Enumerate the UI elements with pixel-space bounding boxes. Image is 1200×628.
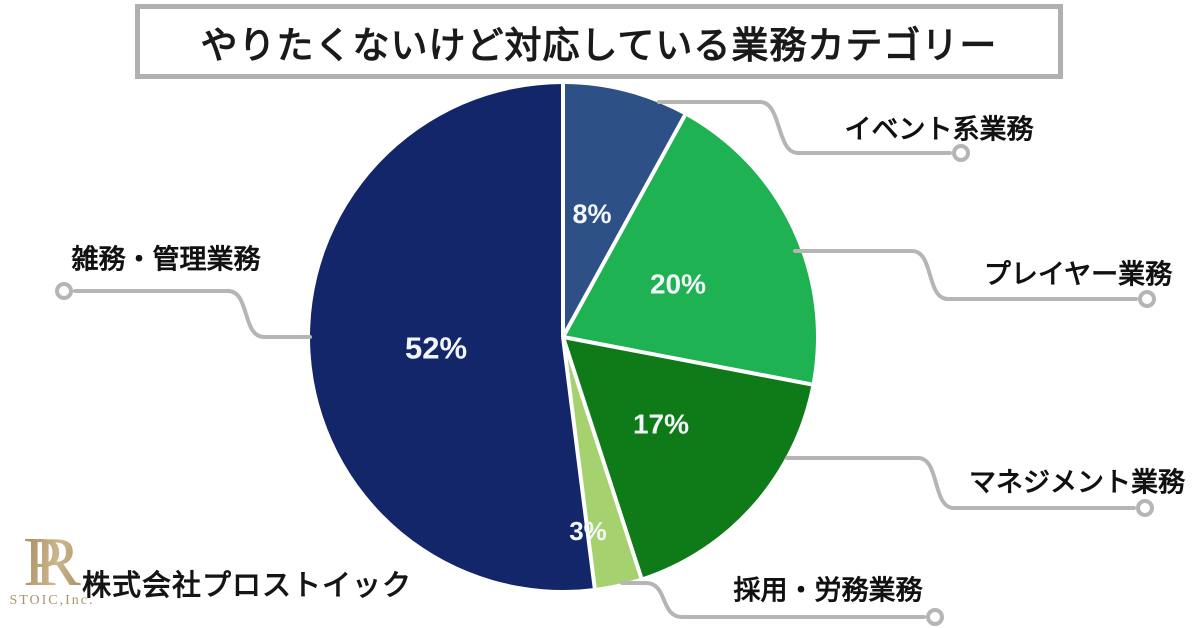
- slice-divider: [561, 336, 597, 589]
- callout-label-player-work: プレイヤー業務: [983, 259, 1173, 290]
- callout-line-3: [620, 581, 926, 619]
- slice-divider: [561, 114, 687, 338]
- callout-ring-3: [926, 608, 944, 626]
- callout-ring-2: [1136, 499, 1154, 517]
- pie-slice-2: [563, 337, 812, 578]
- logo-subtext: STOIC,Inc.: [9, 593, 95, 609]
- callout-line-2: [785, 456, 1136, 510]
- chart-title: やりたくないけど対応している業務カテゴリー: [200, 24, 998, 66]
- logo-letter-r: R: [34, 524, 81, 601]
- callout-line-4: [73, 289, 312, 339]
- pie-slice-0: [563, 84, 685, 337]
- callout-label-recruiting-labor-work: 採用・労務業務: [733, 575, 923, 606]
- callout-line-0: [657, 100, 952, 155]
- company-logo: PR STOIC,Inc.: [6, 534, 98, 609]
- slice-divider: [562, 335, 812, 387]
- callout-ring-1: [1138, 290, 1156, 308]
- callout-label-event-work: イベント系業務: [844, 114, 1034, 145]
- callout-ring-0: [952, 144, 970, 162]
- callout-label-management-work: マネジメント業務: [969, 467, 1185, 498]
- callout-ring-4: [55, 282, 73, 300]
- company-name: 株式会社プロストイック: [82, 570, 413, 602]
- slice-divider: [561, 336, 644, 579]
- callout-label-misc-admin-work: 雑務・管理業務: [71, 244, 261, 275]
- pie-slice-1: [563, 115, 816, 385]
- percent-label-3: 3%: [569, 516, 607, 546]
- percent-label-1: 20%: [650, 269, 706, 300]
- title-box: やりたくないけど対応している業務カテゴリー: [135, 4, 1063, 79]
- callout-line-1: [793, 249, 1138, 301]
- percent-label-4: 52%: [405, 331, 467, 366]
- pie-slice-4: [310, 84, 595, 590]
- percent-label-0: 8%: [572, 199, 611, 229]
- percent-label-2: 17%: [633, 409, 689, 440]
